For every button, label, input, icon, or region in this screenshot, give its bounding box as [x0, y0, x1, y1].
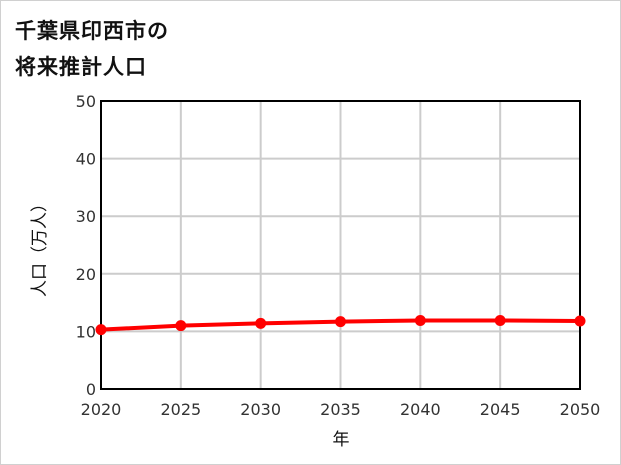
chart-title-line2: 将来推計人口 [15, 55, 147, 79]
data-point [95, 324, 107, 336]
y-tick-label: 0 [86, 380, 96, 399]
y-tick-label: 10 [76, 322, 96, 341]
y-axis-label: 人口（万人） [30, 195, 50, 297]
data-point [335, 316, 346, 328]
x-tick-label: 2030 [240, 400, 281, 419]
x-tick-label: 2040 [400, 400, 441, 419]
y-tick-label: 20 [76, 265, 96, 284]
data-point [574, 315, 586, 327]
y-tick-label: 50 [76, 92, 96, 111]
plot-frame [100, 100, 581, 390]
x-tick-label: 2025 [160, 400, 201, 419]
data-point [255, 317, 267, 329]
x-tick-label: 2035 [320, 400, 361, 419]
x-axis-label: 年 [333, 430, 350, 450]
x-tick-label: 2050 [560, 400, 601, 419]
chart-title-line1: 千葉県印西市の [15, 19, 169, 43]
y-tick-label: 30 [76, 207, 96, 226]
y-tick-label: 40 [76, 150, 96, 169]
x-tick-label: 2020 [81, 400, 122, 419]
x-tick-label: 2045 [480, 400, 521, 419]
data-point [494, 314, 506, 326]
data-point [414, 314, 426, 326]
data-point [175, 320, 187, 332]
